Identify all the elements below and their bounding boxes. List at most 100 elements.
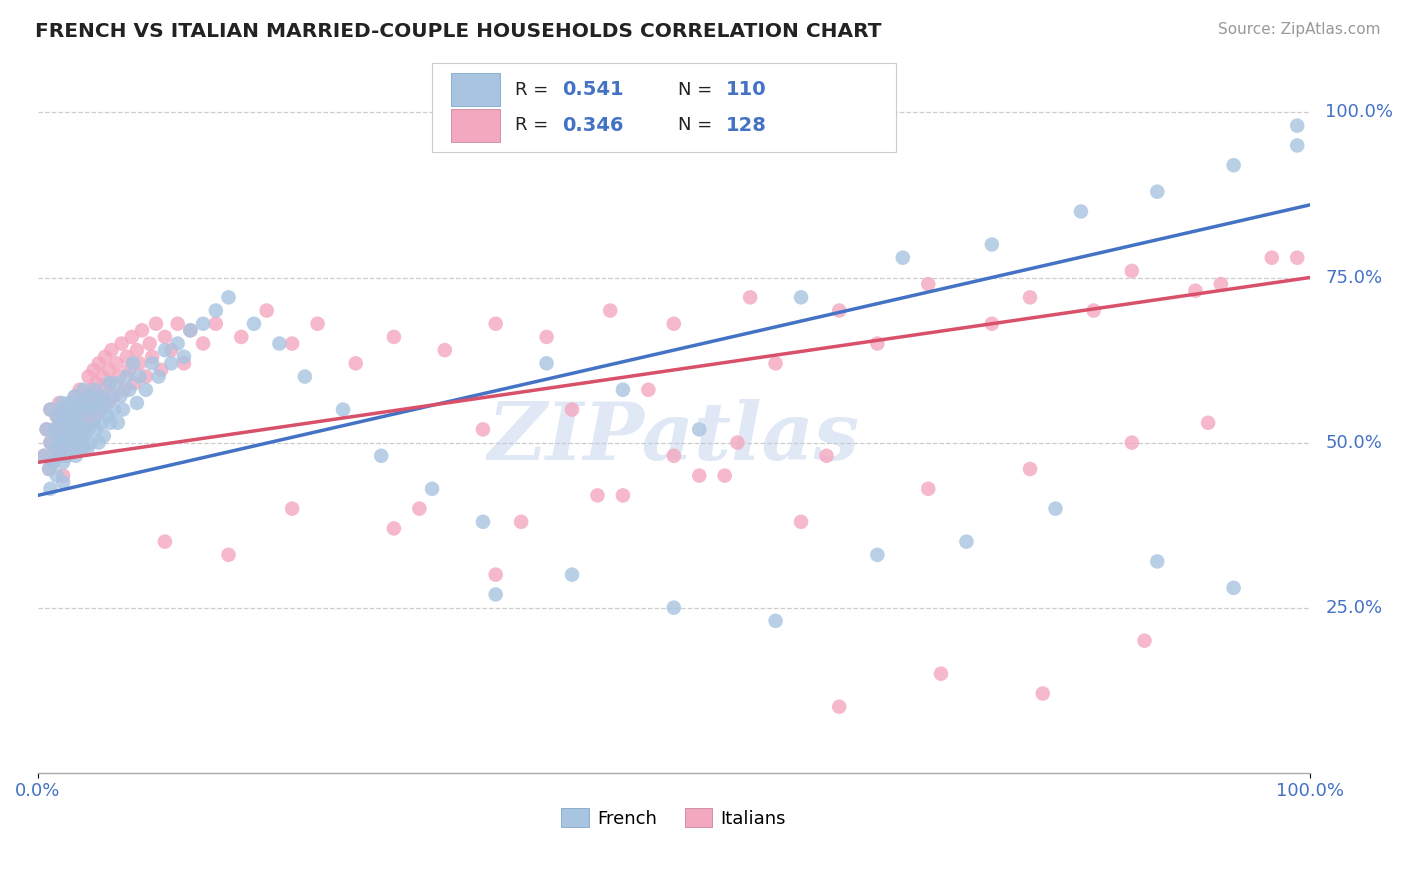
Point — [256, 303, 278, 318]
Point — [70, 422, 93, 436]
Point — [44, 442, 66, 457]
Point — [59, 396, 82, 410]
Point — [67, 416, 90, 430]
Point — [60, 442, 83, 457]
Point — [90, 402, 112, 417]
Text: 0.541: 0.541 — [562, 80, 623, 99]
Point — [382, 330, 405, 344]
Point — [662, 449, 685, 463]
Point — [84, 422, 107, 436]
Point — [160, 356, 183, 370]
Point — [94, 396, 117, 410]
Point — [153, 330, 176, 344]
Point — [52, 468, 75, 483]
Point — [281, 336, 304, 351]
Point — [131, 323, 153, 337]
Point — [145, 317, 167, 331]
Point — [44, 422, 66, 436]
Point — [49, 416, 72, 430]
Point — [70, 429, 93, 443]
Point — [472, 515, 495, 529]
Point — [58, 416, 80, 430]
Point — [45, 409, 67, 424]
Point — [55, 409, 77, 424]
Point — [108, 369, 131, 384]
Point — [93, 383, 115, 397]
Text: FRENCH VS ITALIAN MARRIED-COUPLE HOUSEHOLDS CORRELATION CHART: FRENCH VS ITALIAN MARRIED-COUPLE HOUSEHO… — [35, 22, 882, 41]
Point — [740, 290, 762, 304]
Point — [87, 435, 110, 450]
Point — [281, 501, 304, 516]
Point — [76, 389, 98, 403]
Point — [65, 435, 87, 450]
Point — [204, 303, 226, 318]
Point — [1197, 416, 1219, 430]
Point — [63, 389, 86, 403]
Point — [72, 383, 94, 397]
Point — [45, 409, 67, 424]
Point — [46, 429, 69, 443]
Point — [32, 449, 55, 463]
Point — [160, 343, 183, 358]
Point — [63, 422, 86, 436]
Point — [917, 482, 939, 496]
Point — [35, 422, 58, 436]
Point — [122, 356, 145, 370]
Point — [70, 409, 93, 424]
Point — [65, 389, 87, 403]
Point — [84, 383, 107, 397]
Point — [929, 666, 952, 681]
Point — [97, 376, 120, 391]
Point — [97, 409, 120, 424]
Point — [1019, 290, 1042, 304]
Point — [828, 303, 851, 318]
Point — [49, 449, 72, 463]
Point — [62, 422, 84, 436]
Point — [153, 343, 176, 358]
Point — [60, 409, 83, 424]
Text: R =: R = — [515, 116, 554, 134]
Point — [79, 416, 101, 430]
Point — [1121, 264, 1143, 278]
Point — [269, 336, 291, 351]
Point — [179, 323, 201, 337]
Point — [150, 363, 173, 377]
Point — [32, 449, 55, 463]
Point — [65, 435, 87, 450]
Point — [138, 336, 160, 351]
Point — [1184, 284, 1206, 298]
Point — [1045, 501, 1067, 516]
Point — [510, 515, 533, 529]
Point — [204, 317, 226, 331]
Point — [1121, 435, 1143, 450]
Point — [485, 587, 508, 601]
Text: 0.346: 0.346 — [562, 116, 623, 135]
Point — [52, 402, 75, 417]
Point — [561, 402, 583, 417]
Point — [82, 402, 104, 417]
Point — [370, 449, 392, 463]
Point — [765, 614, 787, 628]
Point — [66, 402, 89, 417]
Point — [70, 442, 93, 457]
Point — [45, 468, 67, 483]
Point — [69, 396, 91, 410]
Point — [80, 435, 103, 450]
Point — [980, 317, 1002, 331]
Point — [472, 422, 495, 436]
Point — [98, 416, 121, 430]
Point — [105, 356, 128, 370]
Point — [90, 416, 112, 430]
Point — [52, 475, 75, 490]
Point — [153, 534, 176, 549]
Point — [125, 343, 148, 358]
Point — [218, 290, 240, 304]
Point — [56, 449, 79, 463]
Point — [1146, 554, 1168, 568]
Point — [79, 389, 101, 403]
Point — [1222, 158, 1244, 172]
Point — [44, 442, 66, 457]
Point — [65, 402, 87, 417]
Point — [128, 356, 150, 370]
Text: 100.0%: 100.0% — [1326, 103, 1393, 121]
